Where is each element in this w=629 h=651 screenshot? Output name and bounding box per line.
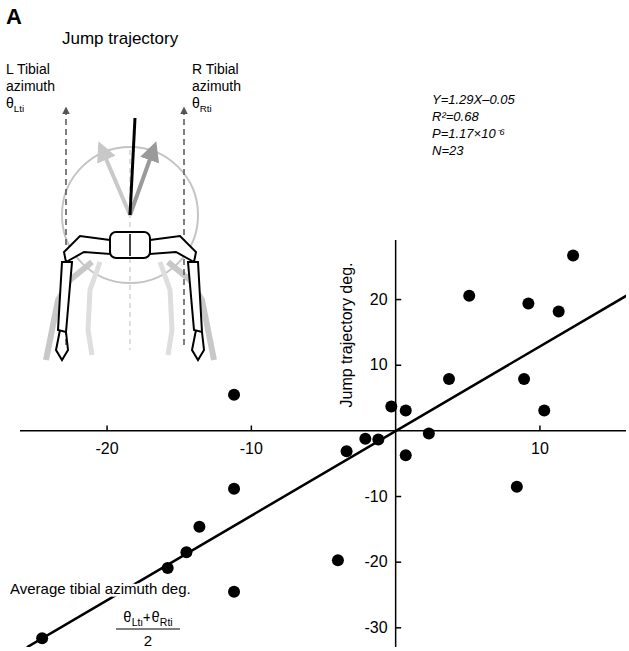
svg-text:R²=0.68: R²=0.68 <box>432 109 479 124</box>
svg-text:P=1.17×10⁻⁶: P=1.17×10⁻⁶ <box>432 126 506 141</box>
svg-text:Jump trajectory: Jump trajectory <box>62 29 179 48</box>
svg-text:-30: -30 <box>365 619 388 636</box>
svg-text:Jump trajectory deg.: Jump trajectory deg. <box>338 263 355 408</box>
svg-text:azimuth: azimuth <box>6 78 55 94</box>
svg-text:-20: -20 <box>365 553 388 570</box>
svg-text:-10: -10 <box>240 440 263 457</box>
svg-text:A: A <box>6 4 22 29</box>
svg-text:θLti+θRti: θLti+θRti <box>123 608 172 628</box>
svg-text:θRti: θRti <box>192 95 212 114</box>
svg-text:2: 2 <box>144 632 152 649</box>
svg-text:Average tibial azimuth deg.: Average tibial azimuth deg. <box>10 580 191 597</box>
svg-text:-10: -10 <box>365 488 388 505</box>
svg-text:azimuth: azimuth <box>192 78 241 94</box>
svg-text:Y=1.29X–0.05: Y=1.29X–0.05 <box>432 92 516 107</box>
svg-text:20: 20 <box>370 291 388 308</box>
svg-text:L Tibial: L Tibial <box>6 61 50 77</box>
svg-text:10: 10 <box>531 440 549 457</box>
svg-text:10: 10 <box>370 356 388 373</box>
svg-text:R Tibial: R Tibial <box>192 61 239 77</box>
svg-text:-20: -20 <box>96 440 119 457</box>
svg-text:θLti: θLti <box>6 95 24 114</box>
svg-text:N=23: N=23 <box>432 143 464 158</box>
